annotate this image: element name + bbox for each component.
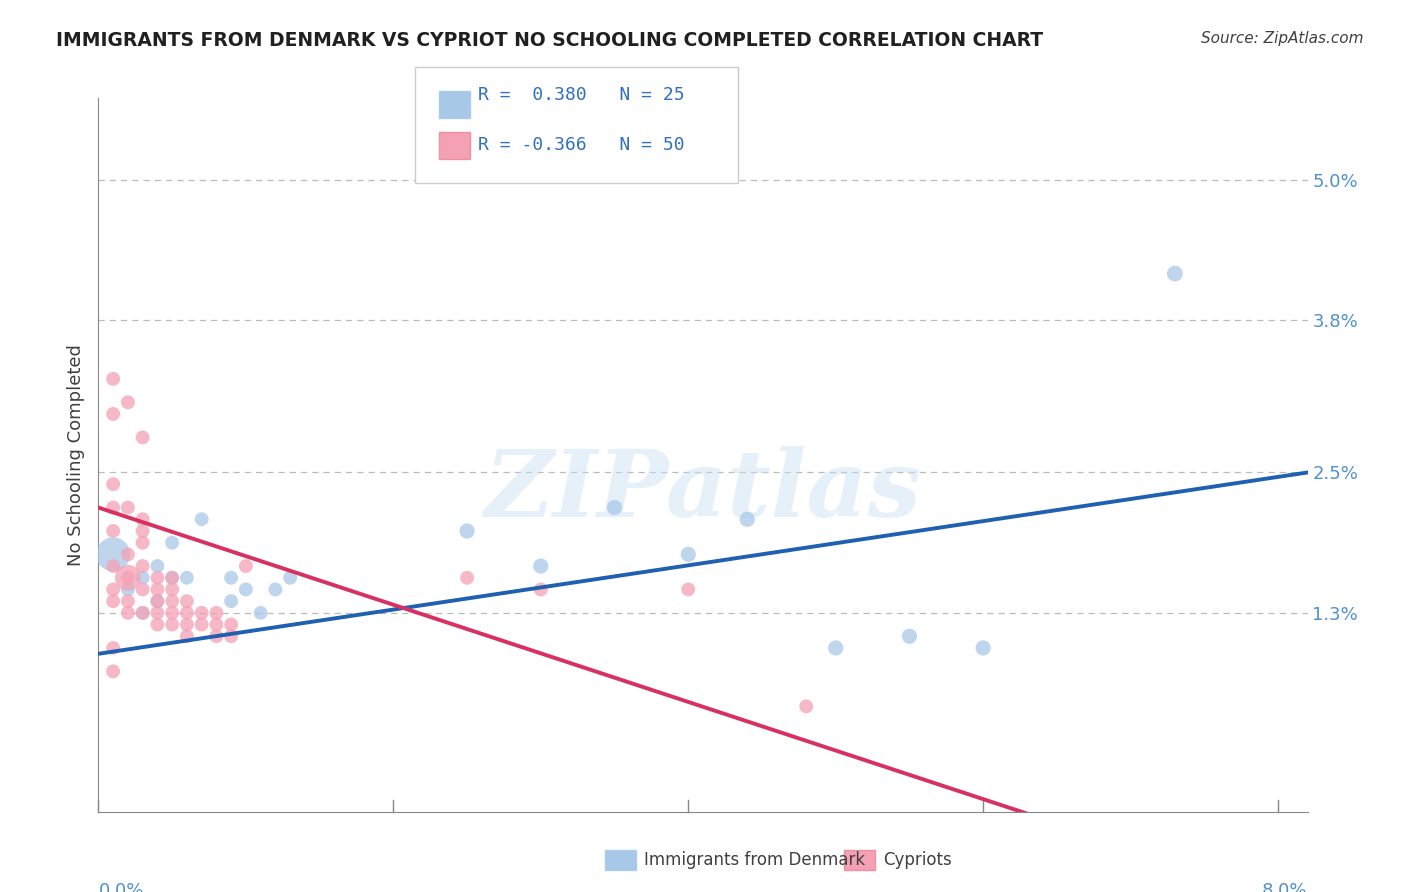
Point: [117, 582, 139, 597]
Point: [456, 571, 478, 585]
Point: [190, 606, 212, 620]
Point: [190, 512, 212, 526]
Point: [146, 594, 169, 608]
Point: [190, 617, 212, 632]
Point: [235, 559, 257, 574]
Point: [131, 535, 153, 549]
Point: [235, 582, 257, 597]
Point: [146, 559, 169, 574]
Point: [1164, 267, 1187, 281]
Point: [146, 582, 169, 597]
Point: [278, 571, 301, 585]
Point: [264, 582, 287, 597]
Text: R =  0.380   N = 25: R = 0.380 N = 25: [478, 87, 685, 104]
Point: [219, 629, 242, 643]
Point: [101, 500, 124, 515]
Point: [160, 535, 183, 549]
Point: [160, 594, 183, 608]
Text: Immigrants from Denmark: Immigrants from Denmark: [644, 851, 865, 869]
Point: [146, 606, 169, 620]
Point: [117, 395, 139, 409]
Point: [735, 512, 758, 526]
Point: [972, 640, 994, 655]
Point: [530, 559, 553, 574]
Point: [101, 477, 124, 491]
Point: [117, 547, 139, 561]
Point: [101, 665, 124, 679]
Point: [131, 430, 153, 444]
Text: 8.0%: 8.0%: [1263, 882, 1308, 892]
Point: [794, 699, 817, 714]
Point: [176, 606, 198, 620]
Point: [131, 582, 153, 597]
Point: [678, 582, 700, 597]
Point: [160, 606, 183, 620]
Point: [160, 571, 183, 585]
Point: [117, 571, 139, 585]
Point: [219, 571, 242, 585]
Point: [160, 571, 183, 585]
Point: [101, 582, 124, 597]
Point: [176, 617, 198, 632]
Point: [131, 606, 153, 620]
Point: [131, 571, 153, 585]
Point: [101, 372, 124, 386]
Point: [205, 629, 228, 643]
Point: [219, 594, 242, 608]
Point: [117, 606, 139, 620]
Point: [101, 640, 124, 655]
Point: [824, 640, 846, 655]
Point: [898, 629, 921, 643]
Point: [603, 500, 626, 515]
Point: [117, 571, 139, 585]
Point: [101, 559, 124, 574]
Point: [101, 594, 124, 608]
Point: [146, 594, 169, 608]
Text: Source: ZipAtlas.com: Source: ZipAtlas.com: [1201, 31, 1364, 46]
Point: [117, 594, 139, 608]
Text: Cypriots: Cypriots: [883, 851, 952, 869]
Point: [146, 571, 169, 585]
Point: [530, 582, 553, 597]
Point: [101, 407, 124, 421]
Text: IMMIGRANTS FROM DENMARK VS CYPRIOT NO SCHOOLING COMPLETED CORRELATION CHART: IMMIGRANTS FROM DENMARK VS CYPRIOT NO SC…: [56, 31, 1043, 50]
Point: [205, 617, 228, 632]
Point: [176, 571, 198, 585]
Text: 0.0%: 0.0%: [98, 882, 143, 892]
Point: [176, 594, 198, 608]
Point: [678, 547, 700, 561]
Point: [146, 617, 169, 632]
Point: [101, 547, 124, 561]
Point: [160, 582, 183, 597]
Point: [131, 606, 153, 620]
Point: [219, 617, 242, 632]
Point: [249, 606, 271, 620]
Point: [131, 559, 153, 574]
Point: [131, 512, 153, 526]
Point: [160, 617, 183, 632]
Point: [101, 524, 124, 538]
Point: [205, 606, 228, 620]
Point: [131, 524, 153, 538]
Text: R = -0.366   N = 50: R = -0.366 N = 50: [478, 136, 685, 154]
Text: ZIPatlas: ZIPatlas: [485, 446, 921, 535]
Point: [456, 524, 478, 538]
Point: [176, 629, 198, 643]
Y-axis label: No Schooling Completed: No Schooling Completed: [66, 344, 84, 566]
Point: [117, 500, 139, 515]
